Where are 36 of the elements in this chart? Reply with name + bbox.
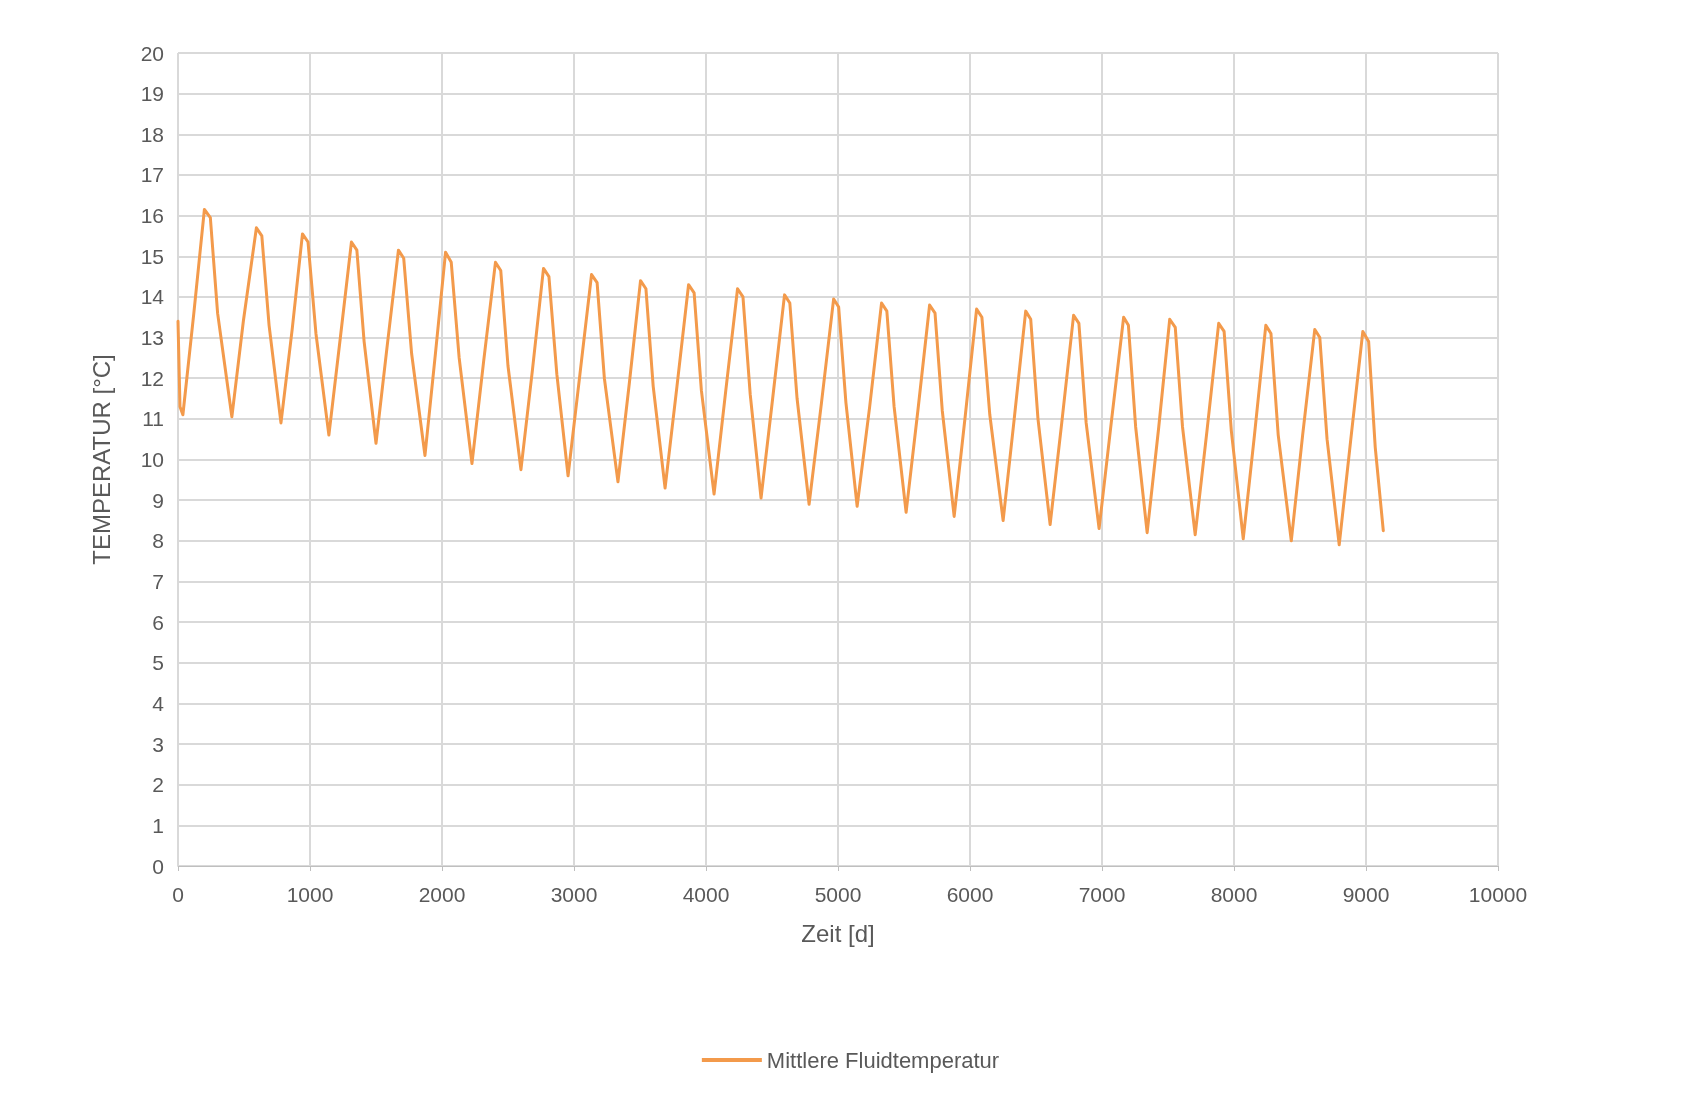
y-tick-label: 13 (140, 326, 164, 350)
y-tick-label: 19 (140, 82, 164, 106)
y-tick-label: 12 (140, 366, 164, 390)
line-series (176, 208, 1385, 547)
y-tick-label: 14 (140, 285, 165, 309)
y-tick-label: 4 (152, 691, 165, 715)
y-tick-label: 2 (152, 773, 164, 797)
x-tick-label: 9000 (1342, 883, 1390, 906)
y-tick-label: 6 (152, 610, 164, 634)
y-tick-label: 9 (152, 488, 164, 512)
x-tick-label: 10000 (1468, 883, 1528, 906)
y-tick-label: 17 (140, 163, 164, 187)
y-tick-label: 1 (152, 813, 164, 837)
y-tick-label: 8 (152, 529, 164, 553)
x-tick-label: 7000 (1078, 883, 1126, 906)
y-tick-label: 18 (140, 122, 164, 146)
x-tick-label: 6000 (946, 883, 994, 906)
y-tick-label: 11 (142, 407, 164, 431)
y-tick-label: 5 (152, 651, 164, 675)
x-tick-label: 4000 (682, 883, 730, 906)
y-tick-label: 15 (140, 244, 164, 268)
x-tick-label: 2000 (418, 883, 466, 906)
x-tick-label: 5000 (814, 883, 862, 906)
x-tick-label: 0 (172, 883, 184, 906)
y-tick-label: 16 (140, 204, 164, 228)
x-axis-title: Zeit [d] (801, 919, 875, 947)
y-tick-label: 7 (152, 569, 164, 593)
x-tick-label: 1000 (286, 883, 334, 906)
y-tick-label: 20 (140, 41, 164, 65)
legend-label: Mittlere Fluidtemperatur (766, 1047, 1000, 1073)
y-axis-title: TEMPERATUR [°C] (87, 354, 115, 565)
y-tick-label: 3 (152, 732, 164, 756)
y-tick-label: 0 (152, 854, 164, 878)
x-tick-label: 3000 (550, 883, 598, 906)
x-tick-label: 8000 (1210, 883, 1258, 906)
y-tick-label: 10 (140, 448, 164, 471)
